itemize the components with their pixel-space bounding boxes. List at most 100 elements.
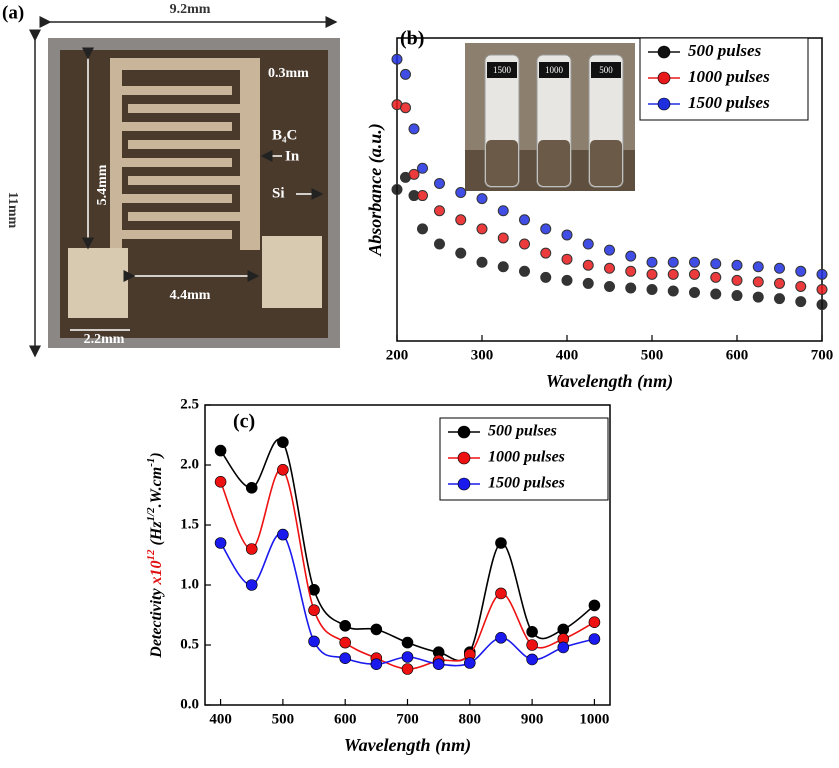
marker — [476, 223, 488, 235]
y-tick-label: 2.0 — [180, 456, 199, 472]
marker — [519, 214, 530, 226]
legend-marker — [457, 425, 471, 439]
y-axis-title-part: Detectivity — [148, 584, 165, 658]
marker — [391, 53, 403, 65]
marker — [625, 250, 637, 262]
marker — [497, 205, 509, 217]
marker — [455, 247, 467, 259]
vial-tag — [487, 62, 517, 78]
marker — [731, 274, 743, 286]
marker — [752, 276, 764, 288]
marker — [434, 177, 445, 189]
marker — [526, 639, 538, 651]
marker — [646, 268, 658, 280]
material-label: B₄C — [272, 127, 297, 143]
marker — [308, 635, 320, 648]
marker — [774, 262, 785, 274]
marker — [604, 244, 615, 256]
marker — [667, 285, 679, 297]
marker — [731, 290, 743, 302]
vial-liquid — [590, 140, 622, 186]
marker — [434, 205, 445, 217]
marker — [417, 190, 428, 202]
marker — [710, 271, 722, 283]
legend-marker — [457, 451, 471, 465]
marker — [400, 68, 411, 80]
marker — [495, 631, 507, 644]
legend-label: 500 pulses — [488, 423, 557, 440]
marker — [526, 653, 538, 666]
dim-label: 0.3mm — [268, 66, 309, 81]
marker — [588, 633, 601, 645]
marker — [277, 528, 289, 541]
x-tick-label: 700 — [396, 711, 419, 727]
marker — [795, 280, 807, 292]
y-axis-title-part: ) — [148, 452, 165, 459]
dim-label: 4.4mm — [170, 288, 211, 303]
legend-label: 1500 pulses — [688, 93, 770, 112]
pad-left — [68, 248, 128, 318]
marker — [582, 277, 594, 289]
y-tick-label: 0.5 — [180, 636, 199, 652]
x-tick-label: 200 — [386, 347, 409, 363]
marker — [561, 229, 573, 241]
marker — [774, 293, 785, 305]
panel-label: (c) — [233, 411, 255, 433]
y-tick-label: 1.0 — [180, 576, 199, 592]
x-tick-label: 600 — [334, 711, 357, 727]
dim-label: 11mm — [5, 192, 20, 229]
marker — [582, 238, 594, 250]
panel-a: (a) 9.2mm 11mm 0.3mm B₄C In Si 5.4mm 4.4… — [2, 2, 340, 358]
marker — [582, 259, 594, 271]
marker — [667, 256, 679, 268]
marker — [432, 658, 445, 671]
marker — [401, 636, 414, 649]
marker — [339, 652, 351, 665]
marker — [540, 271, 552, 283]
marker — [495, 587, 507, 600]
marker — [455, 187, 467, 199]
marker — [540, 247, 552, 259]
vial-tag — [539, 62, 569, 78]
marker — [795, 265, 807, 277]
marker — [277, 436, 289, 449]
vial-tag — [591, 62, 621, 78]
x-tick-label: 500 — [641, 347, 664, 363]
y-tick-label: 1.5 — [180, 516, 199, 532]
marker — [519, 265, 530, 277]
x-tick-label: 1000 — [579, 711, 609, 727]
legend-marker — [657, 71, 671, 85]
y-axis-title-part: 12 — [145, 549, 157, 561]
marker — [408, 168, 420, 180]
y-axis-title-part: 1/2 — [145, 507, 157, 522]
legend-marker — [457, 477, 471, 491]
marker — [731, 259, 743, 271]
marker — [689, 256, 700, 268]
marker — [540, 223, 552, 235]
marker — [816, 268, 828, 280]
y-tick-label: 0.0 — [180, 696, 199, 712]
y-axis-title: Detectivity x1012 (Hz1/2.W.cm-1) — [145, 452, 165, 658]
marker — [816, 299, 828, 311]
marker — [495, 537, 507, 549]
marker — [245, 481, 258, 494]
marker — [391, 184, 403, 195]
marker — [646, 256, 658, 268]
legend-marker — [657, 97, 671, 111]
marker — [526, 625, 538, 638]
legend-label: 500 pulses — [688, 41, 762, 60]
marker — [245, 579, 258, 591]
fingers — [122, 86, 240, 239]
dim-label: 2.2mm — [84, 332, 125, 347]
x-tick-label: 900 — [521, 711, 544, 727]
legend-label: 1000 pulses — [688, 67, 770, 86]
marker — [277, 463, 289, 476]
marker — [434, 238, 445, 250]
marker — [417, 162, 428, 174]
y-tick-label: 2.5 — [180, 396, 199, 412]
material-label: Si — [272, 185, 285, 201]
marker — [476, 193, 488, 205]
marker — [752, 291, 764, 303]
marker — [401, 663, 414, 675]
